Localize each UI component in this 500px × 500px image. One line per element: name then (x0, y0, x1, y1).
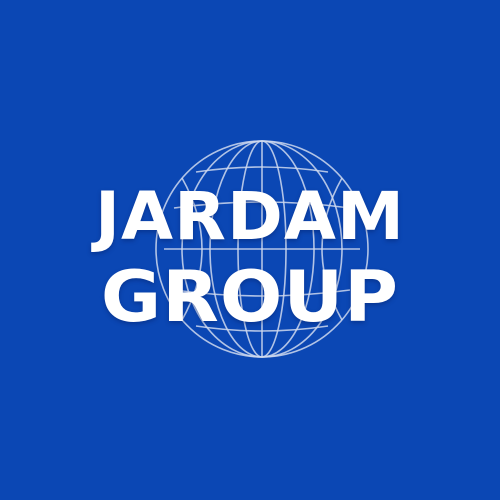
brand-name-line-2: GROUP (100, 256, 400, 338)
brand-name-line-1: JARDAM (94, 178, 406, 255)
globe-icon (152, 138, 372, 360)
